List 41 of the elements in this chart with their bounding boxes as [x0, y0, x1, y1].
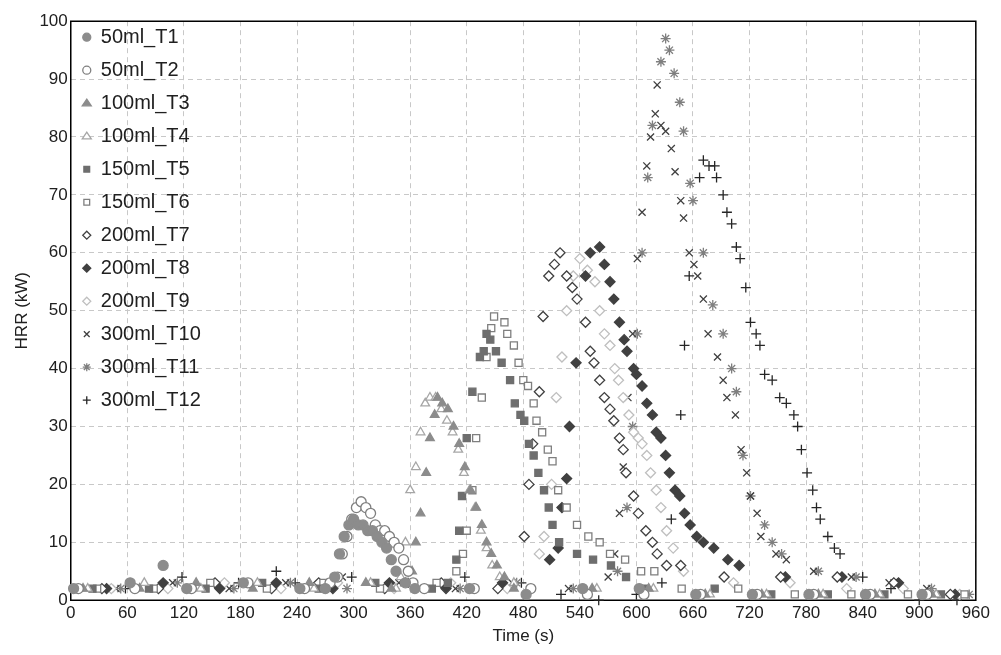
legend-label: 300ml_T12	[100, 387, 201, 411]
legend-label: 50ml_T2	[100, 57, 179, 81]
x-tick-label: 540	[565, 603, 595, 623]
x-tick-label: 300	[339, 603, 368, 623]
y-tick-label: 60	[48, 242, 68, 262]
y-tick-label: 30	[48, 416, 68, 436]
y-tick-label: 50	[48, 300, 68, 320]
x-tick-label: 420	[452, 603, 481, 623]
y-tick-label: 40	[48, 358, 68, 378]
x-tick-label: 240	[282, 603, 312, 623]
x-tick-label: 180	[226, 603, 255, 623]
legend-label: 300ml_T10	[100, 321, 201, 345]
x-tick-label: 900	[905, 603, 934, 623]
x-tick-label: 360	[395, 603, 425, 623]
y-tick-label: 80	[48, 126, 68, 146]
y-tick-label: 0	[58, 589, 68, 609]
legend-label: 50ml_T1	[100, 24, 179, 48]
x-tick-label: 660	[678, 603, 708, 623]
x-tick-label: 120	[169, 603, 199, 623]
x-tick-label: 720	[735, 603, 764, 623]
y-tick-label: 70	[48, 184, 68, 204]
x-axis-title: Time (s)	[492, 626, 555, 646]
x-tick-label: 960	[961, 603, 991, 623]
y-axis-title: HRR (kW)	[11, 271, 31, 350]
x-tick-label: 60	[117, 603, 137, 623]
x-tick-label: 780	[791, 603, 821, 623]
legend-label: 200ml_T7	[100, 222, 190, 246]
legend-label: 300ml_T11	[100, 354, 200, 378]
legend-label: 100ml_T4	[100, 123, 190, 147]
y-tick-label: 20	[48, 474, 68, 494]
x-tick-label: 840	[848, 603, 877, 623]
x-tick-label: 480	[509, 603, 538, 623]
y-tick-label: 10	[48, 531, 68, 551]
x-tick-label: 600	[622, 603, 651, 623]
y-tick-label: 100	[39, 10, 68, 30]
legend-label: 100ml_T3	[100, 90, 190, 114]
legend-label: 200ml_T8	[100, 255, 190, 279]
legend-label: 150ml_T5	[100, 156, 190, 180]
y-tick-label: 90	[48, 68, 68, 88]
legend-label: 150ml_T6	[100, 189, 190, 213]
legend-label: 200ml_T9	[100, 288, 190, 312]
